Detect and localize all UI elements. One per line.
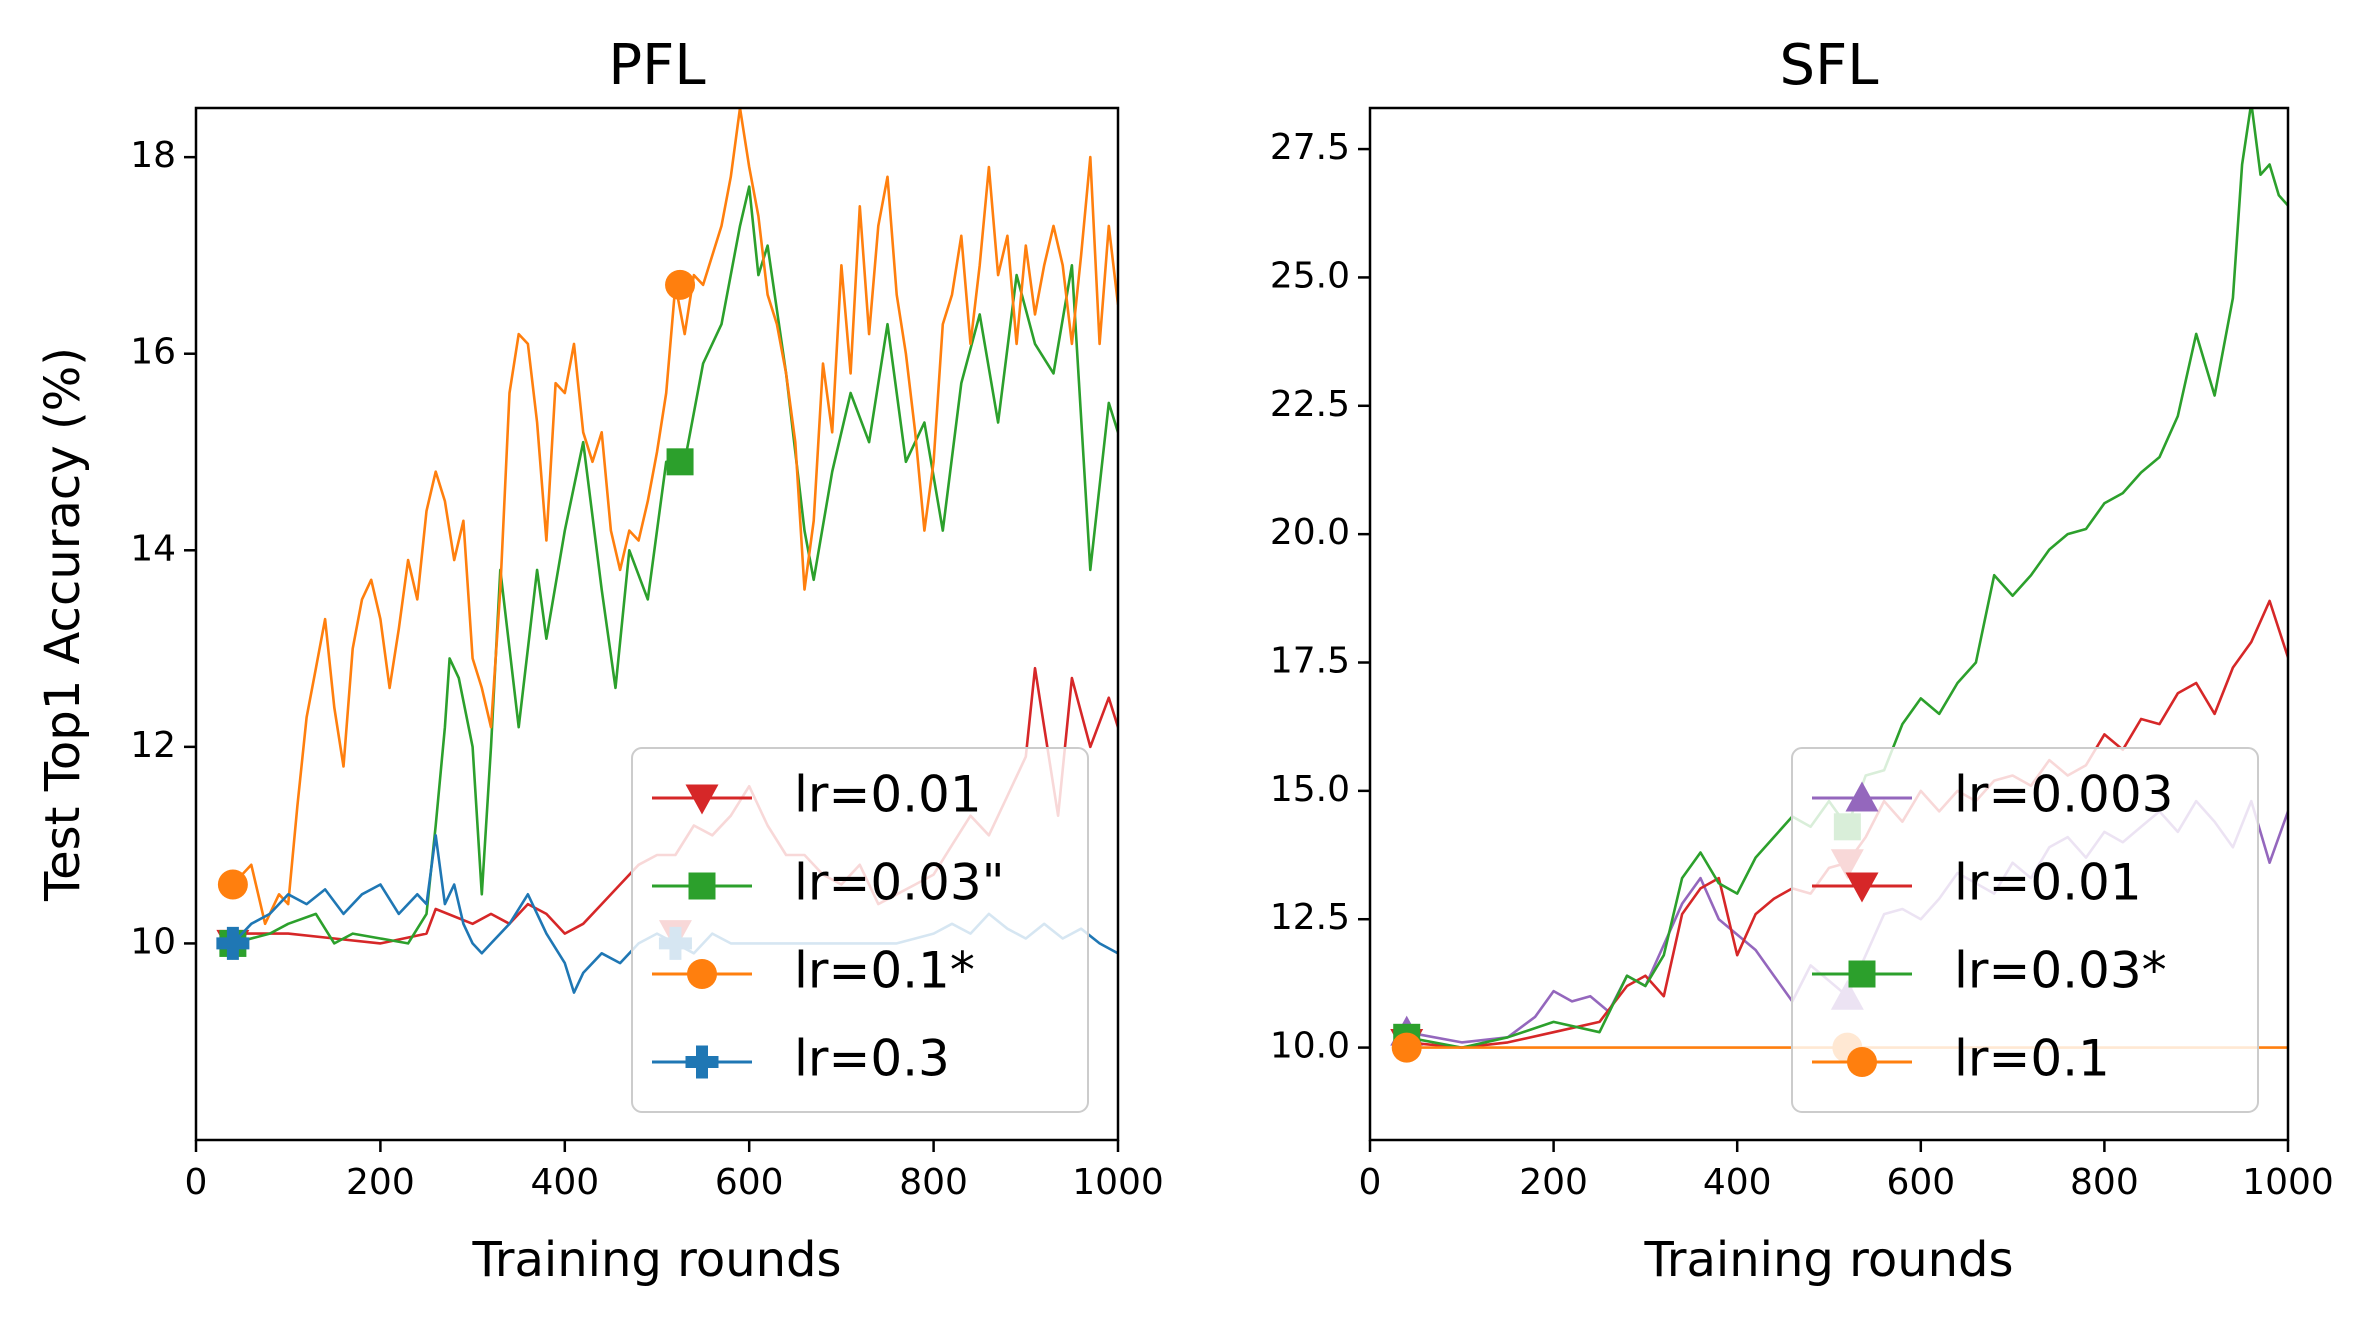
- x-tick-label: 1000: [2242, 1162, 2334, 1203]
- legend-marker: [685, 784, 719, 815]
- y-axis: 10.0 12.5 15.0 17.5 20.0 22.5 25.0 27.5: [1270, 127, 1370, 1067]
- legend-marker: [685, 1045, 719, 1079]
- legend-box: [1791, 747, 2259, 1113]
- legend-label: lr=0.03*: [1954, 942, 2167, 1000]
- y-tick-label: 20.0: [1270, 512, 1350, 553]
- y-tick-label: 25.0: [1270, 255, 1350, 296]
- y-tick-label: 10: [130, 921, 176, 962]
- series-line-3: [1406, 108, 2288, 1049]
- series-marker-4: [216, 926, 250, 960]
- axes-frame: [1368, 106, 2290, 1142]
- x-tick-label: 1000: [1072, 1162, 1164, 1203]
- x-tick-label: 200: [346, 1162, 415, 1203]
- y-tick-label: 12.5: [1270, 897, 1350, 938]
- x-tick-label: 0: [1359, 1162, 1382, 1203]
- legend-marker: [1848, 960, 1876, 988]
- legend-marker: [688, 872, 716, 900]
- y-tick-label: 22.5: [1270, 384, 1350, 425]
- legend: lr=0.01 lr=0.03" lr=0.1* lr=0.3: [631, 747, 1089, 1113]
- x-axis-label: Training rounds: [471, 1232, 841, 1288]
- y-tick-label: 27.5: [1270, 127, 1350, 168]
- x-tick-label: 400: [1703, 1162, 1772, 1203]
- legend-label: lr=0.1*: [794, 942, 975, 1000]
- legend-label: lr=0.03": [794, 854, 1005, 912]
- y-tick-label: 15.0: [1270, 769, 1350, 810]
- legend: lr=0.003 lr=0.01 lr=0.03* lr=0.1: [1791, 747, 2259, 1113]
- x-tick-label: 400: [530, 1162, 599, 1203]
- series-marker-3: [665, 269, 696, 300]
- series-marker-4: [1391, 1032, 1422, 1063]
- x-tick-label: 600: [1886, 1162, 1955, 1203]
- y-axis-label: Test Top1 Accuracy (%): [35, 347, 91, 902]
- legend-marker: [687, 959, 717, 989]
- series-marker-2: [666, 448, 694, 476]
- legend-marker: [1847, 1047, 1877, 1077]
- y-tick-label: 14: [130, 528, 176, 569]
- legend-label: lr=0.1: [1954, 1030, 2110, 1088]
- y-axis: 10 12 14 16 18: [130, 135, 196, 962]
- chart-pfl: PFL Training rounds Test Top1 Accuracy (…: [35, 33, 1164, 1288]
- x-tick-label: 600: [715, 1162, 784, 1203]
- legend-marker: [1845, 872, 1879, 903]
- y-tick-label: 18: [130, 135, 176, 176]
- x-tick-label: 200: [1519, 1162, 1588, 1203]
- y-tick-label: 16: [130, 332, 176, 373]
- legend-label: lr=0.01: [1954, 854, 2142, 912]
- legend-label: lr=0.3: [794, 1030, 950, 1088]
- x-tick-label: 800: [899, 1162, 968, 1203]
- x-axis-label: Training rounds: [1643, 1232, 2013, 1288]
- chart-sfl: SFL Training rounds 0 200 400 600 800 1000 10…: [1270, 33, 2334, 1288]
- legend-marker: [1845, 781, 1879, 812]
- x-axis: 0 200 400 600 800 1000: [185, 1140, 1164, 1203]
- series-marker-3: [217, 869, 248, 900]
- chart-title: SFL: [1780, 33, 1879, 98]
- legend-label: lr=0.01: [794, 766, 982, 824]
- y-tick-label: 12: [130, 725, 176, 766]
- x-tick-label: 0: [185, 1162, 208, 1203]
- y-tick-label: 17.5: [1270, 641, 1350, 682]
- legend-box: [631, 747, 1089, 1113]
- chart-title: PFL: [608, 33, 705, 98]
- x-axis: 0 200 400 600 800 1000: [1359, 1140, 2334, 1203]
- x-tick-label: 800: [2070, 1162, 2139, 1203]
- axes-frame: [194, 106, 1120, 1142]
- series-line-3: [231, 108, 1118, 926]
- legend-label: lr=0.003: [1954, 766, 2173, 824]
- y-tick-label: 10.0: [1270, 1026, 1350, 1067]
